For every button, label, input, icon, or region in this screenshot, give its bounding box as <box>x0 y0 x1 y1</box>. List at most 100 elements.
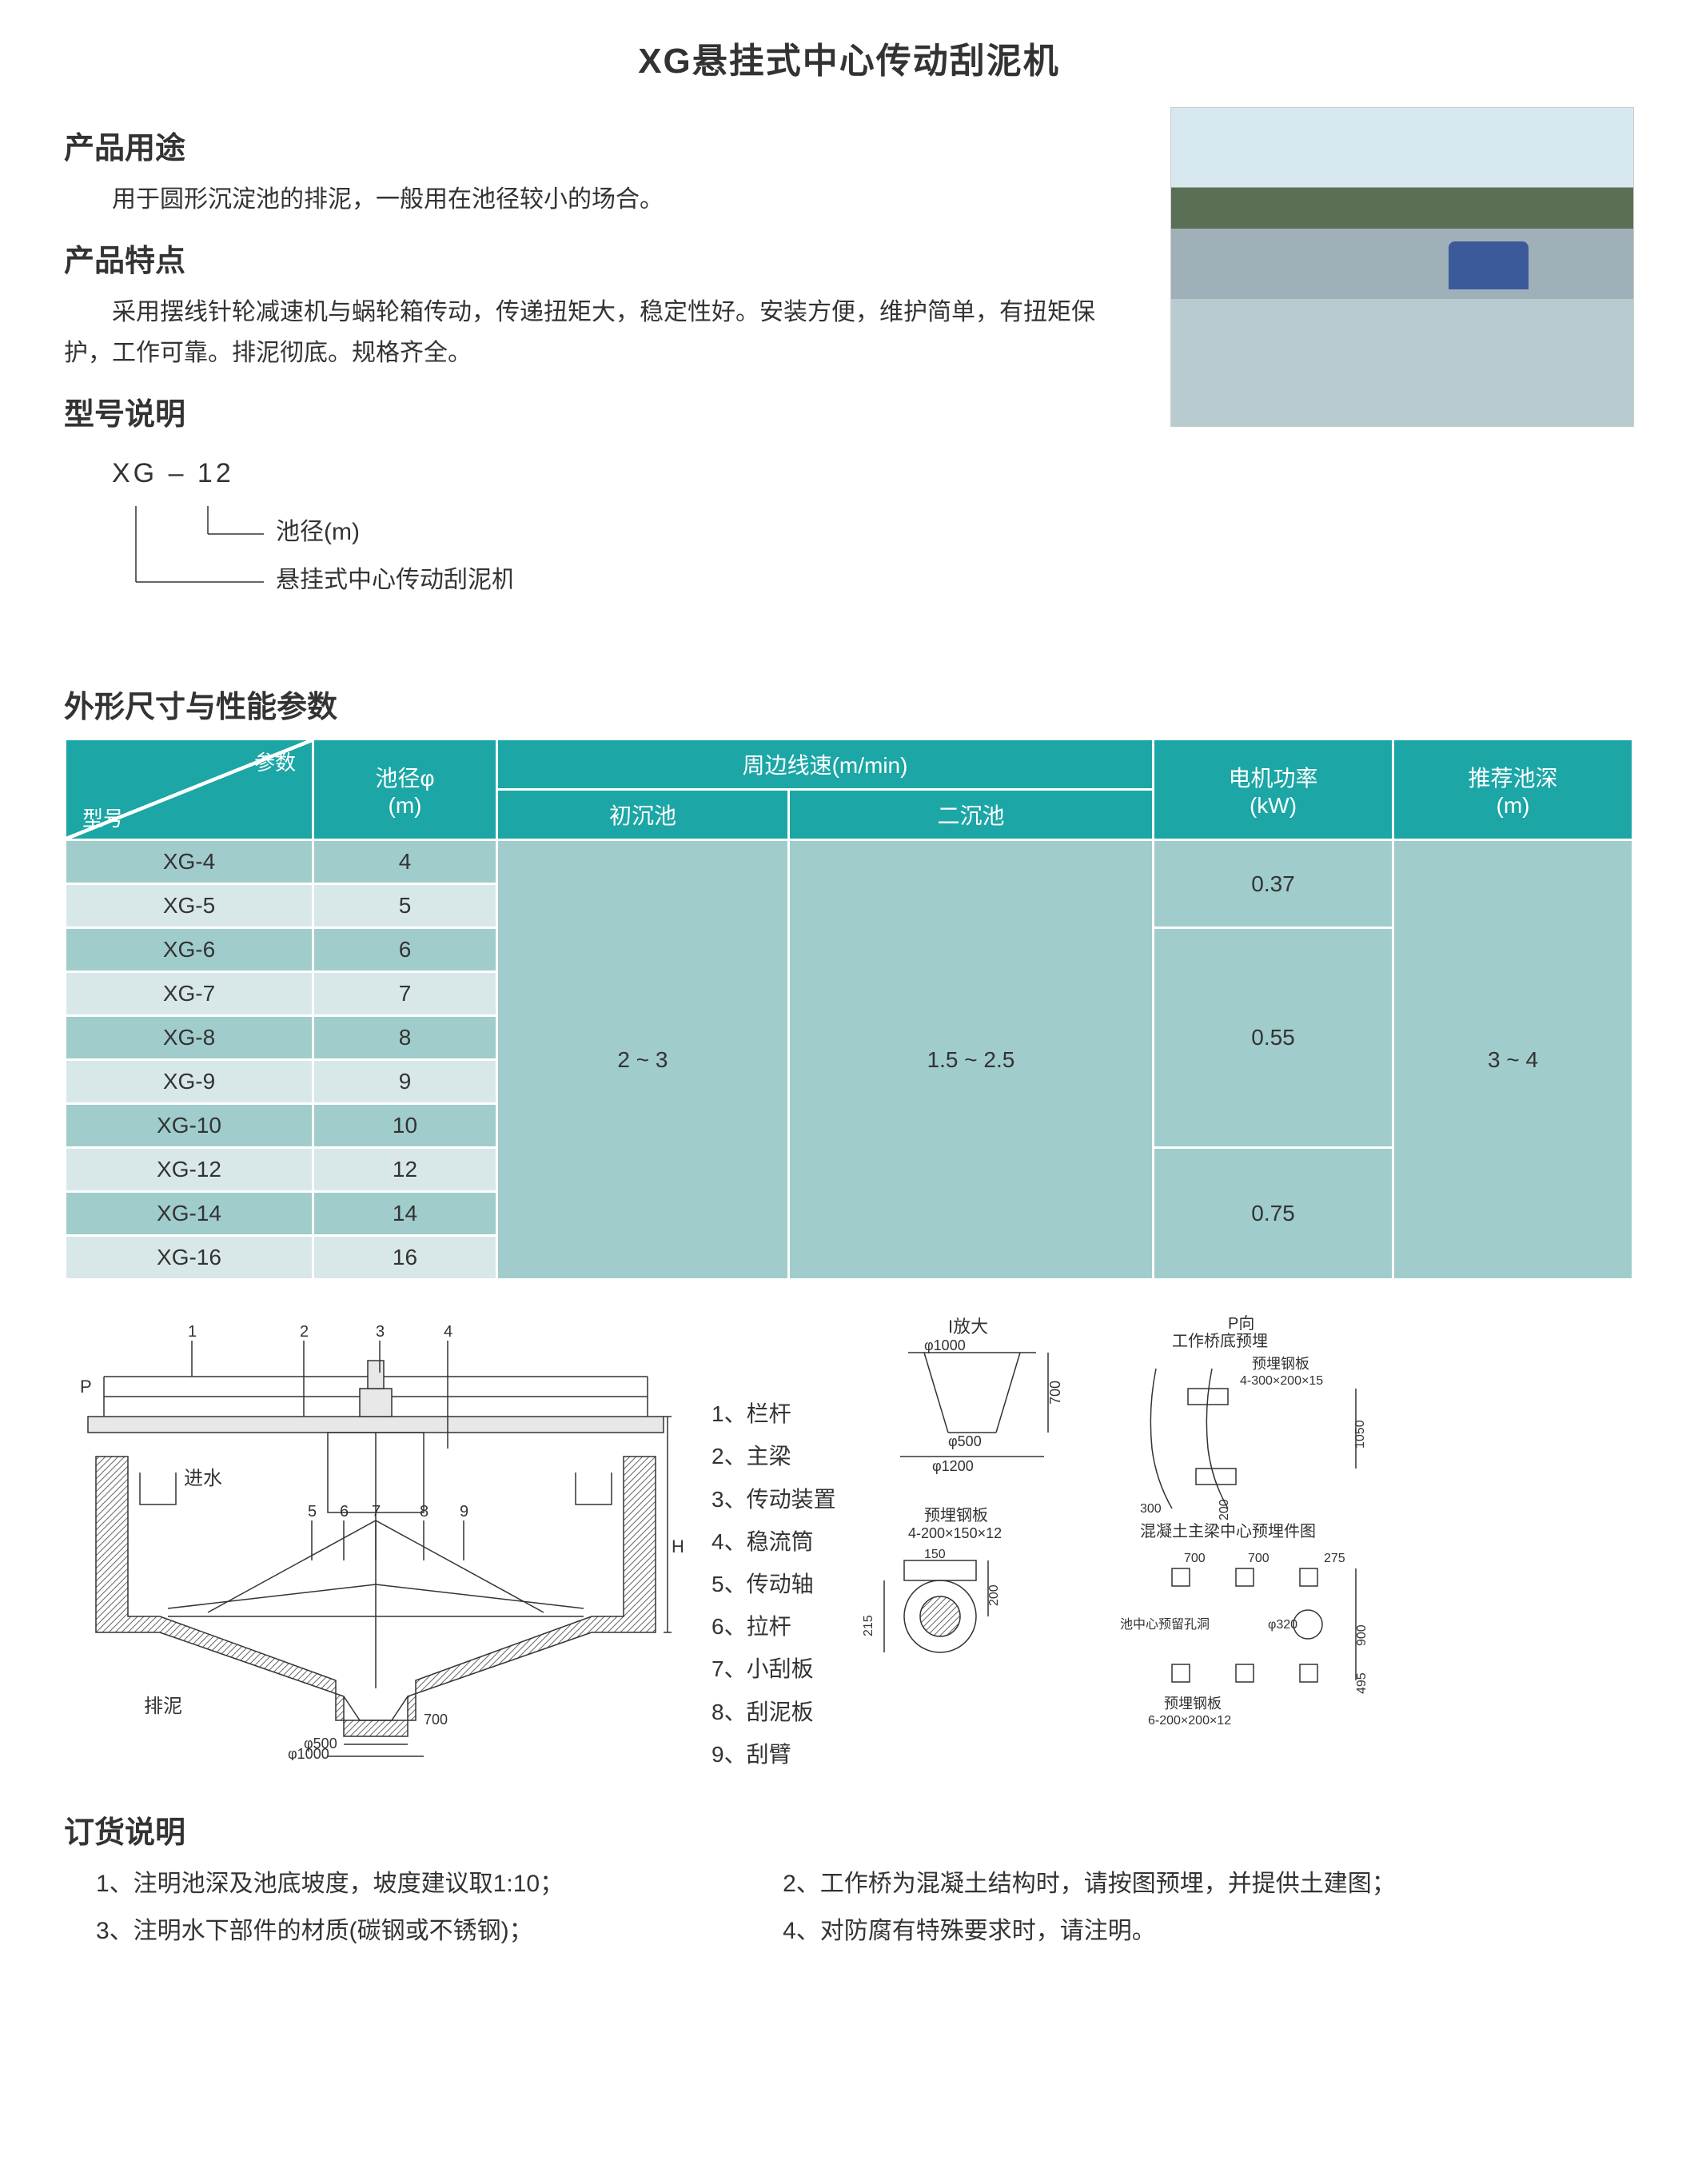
svg-text:1050: 1050 <box>1353 1420 1367 1449</box>
bridge-embed-drawing: P向 工作桥底预埋 预埋钢板 4-300×200×15 1050 300 200 <box>1108 1313 1396 1520</box>
product-photo <box>1170 107 1634 427</box>
table-row: XG-4 4 2 ~ 3 1.5 ~ 2.5 0.37 3 ~ 4 <box>66 840 1633 884</box>
svg-text:200: 200 <box>987 1584 1001 1606</box>
main-cross-section-drawing: 1 2 3 4 5 6 7 8 9 进水 排泥 P H φ500 φ1000 φ… <box>64 1313 688 1760</box>
features-text: 采用摆线针轮减速机与蜗轮箱传动，传递扭矩大，稳定性好。安装方便，维护简单，有扭矩… <box>64 292 1138 373</box>
features-heading: 产品特点 <box>64 236 1138 280</box>
svg-text:4-300×200×15: 4-300×200×15 <box>1240 1374 1323 1388</box>
svg-text:池中心预留孔洞: 池中心预留孔洞 <box>1120 1617 1210 1632</box>
svg-text:215: 215 <box>862 1615 875 1636</box>
svg-text:预埋钢板: 预埋钢板 <box>1164 1696 1222 1712</box>
concrete-beam-drawing: 混凝土主梁中心预埋件图 700 700 275 池中心预留孔洞 φ320 900… <box>1108 1520 1396 1728</box>
part-item: 4、稳流筒 <box>711 1520 836 1563</box>
th-primary: 初沉池 <box>497 790 789 840</box>
top-section: 产品用途 用于圆形沉淀池的排泥，一般用在池径较小的场合。 产品特点 采用摆线针轮… <box>64 107 1634 650</box>
svg-text:H: H <box>672 1536 684 1556</box>
order-notes-list: 1、注明池深及池底坡度，坡度建议取1:10； 2、工作桥为混凝土结构时，请按图预… <box>64 1863 1634 1946</box>
svg-text:1: 1 <box>188 1323 197 1341</box>
model-code: XG – 12 <box>112 449 1138 498</box>
svg-text:7: 7 <box>372 1503 381 1520</box>
part-item: 8、刮泥板 <box>711 1691 836 1733</box>
svg-text:I放大: I放大 <box>948 1317 988 1337</box>
svg-text:3: 3 <box>376 1323 385 1341</box>
svg-text:φ500: φ500 <box>948 1433 982 1449</box>
part-item: 6、拉杆 <box>711 1605 836 1648</box>
detail-drawings: I放大 φ1000 φ500 φ1200 700 预埋钢板 4-200×150×… <box>860 1313 1084 1680</box>
svg-text:工作桥底预埋: 工作桥底预埋 <box>1172 1332 1268 1350</box>
svg-text:4-200×150×12: 4-200×150×12 <box>908 1525 1002 1541</box>
photo-column <box>1170 107 1634 650</box>
model-explanation-diagram: XG – 12 池径(m) 悬挂式中心传动刮泥机 <box>112 449 1138 618</box>
usage-heading: 产品用途 <box>64 123 1138 167</box>
merged-power1: 0.37 <box>1154 840 1393 928</box>
order-heading: 订货说明 <box>64 1807 1634 1851</box>
svg-text:5: 5 <box>308 1503 317 1520</box>
svg-text:900: 900 <box>1355 1624 1369 1646</box>
part-item: 2、主梁 <box>711 1435 836 1477</box>
svg-text:φ1000: φ1000 <box>288 1746 329 1760</box>
merged-depth: 3 ~ 4 <box>1393 840 1633 1280</box>
svg-text:2: 2 <box>300 1323 309 1341</box>
svg-text:9: 9 <box>460 1503 468 1520</box>
svg-text:700: 700 <box>1248 1552 1270 1565</box>
svg-text:275: 275 <box>1324 1552 1345 1565</box>
order-note-item: 2、工作桥为混凝土结构时，请按图预埋，并提供土建图； <box>783 1863 1634 1899</box>
svg-text:P向: P向 <box>1228 1314 1254 1333</box>
svg-text:150: 150 <box>924 1548 946 1561</box>
svg-text:700: 700 <box>1184 1552 1206 1565</box>
model-line1: 池径(m) <box>276 519 360 545</box>
th-power: 电机功率 (kW) <box>1154 739 1393 840</box>
part-item: 1、栏杆 <box>711 1393 836 1435</box>
svg-text:排泥: 排泥 <box>144 1696 182 1717</box>
model-line2: 悬挂式中心传动刮泥机 <box>276 567 512 593</box>
embed-plate-drawing: 预埋钢板 4-200×150×12 150 215 200 <box>860 1504 1084 1680</box>
page-title: XG悬挂式中心传动刮泥机 <box>64 32 1634 83</box>
svg-text:200: 200 <box>1218 1499 1231 1520</box>
order-notes-section: 订货说明 1、注明池深及池底坡度，坡度建议取1:10； 2、工作桥为混凝土结构时… <box>64 1807 1634 1946</box>
svg-text:300: 300 <box>1140 1502 1162 1516</box>
svg-text:4: 4 <box>444 1323 452 1341</box>
svg-text:495: 495 <box>1355 1672 1369 1694</box>
svg-text:预埋钢板: 预埋钢板 <box>924 1506 988 1524</box>
table-header-diagonal: 参数 型号 <box>66 739 313 840</box>
th-depth: 推荐池深 (m) <box>1393 739 1633 840</box>
svg-text:φ1200: φ1200 <box>932 1458 974 1474</box>
svg-text:预埋钢板: 预埋钢板 <box>1252 1356 1309 1372</box>
merged-power2: 0.55 <box>1154 928 1393 1148</box>
merged-primary-speed: 2 ~ 3 <box>497 840 789 1280</box>
order-note-item: 3、注明水下部件的材质(碳钢或不锈钢)； <box>96 1911 751 1946</box>
model-bracket-svg: 池径(m) 悬挂式中心传动刮泥机 <box>112 506 512 618</box>
order-note-item: 4、对防腐有特殊要求时，请注明。 <box>783 1911 1634 1946</box>
usage-text: 用于圆形沉淀池的排泥，一般用在池径较小的场合。 <box>64 179 1138 220</box>
part-item: 5、传动轴 <box>711 1563 836 1605</box>
order-note-item: 1、注明池深及池底坡度，坡度建议取1:10； <box>96 1863 751 1899</box>
model-heading: 型号说明 <box>64 389 1138 433</box>
svg-text:700: 700 <box>424 1712 448 1728</box>
th-secondary: 二沉池 <box>788 790 1153 840</box>
svg-text:混凝土主梁中心预埋件图: 混凝土主梁中心预埋件图 <box>1140 1522 1316 1540</box>
enlargement-drawing: I放大 φ1000 φ500 φ1200 700 <box>860 1313 1084 1489</box>
svg-text:6-200×200×12: 6-200×200×12 <box>1148 1714 1231 1728</box>
svg-text:φ320: φ320 <box>1268 1618 1297 1632</box>
part-item: 3、传动装置 <box>711 1478 836 1520</box>
spec-table: 参数 型号 池径φ (m) 周边线速(m/min) 电机功率 (kW) 推荐池深… <box>64 738 1634 1281</box>
svg-text:700: 700 <box>1047 1381 1063 1405</box>
side-drawings: P向 工作桥底预埋 预埋钢板 4-300×200×15 1050 300 200… <box>1108 1313 1396 1728</box>
merged-power3: 0.75 <box>1154 1148 1393 1280</box>
diagram-section: 1 2 3 4 5 6 7 8 9 进水 排泥 P H φ500 φ1000 φ… <box>64 1313 1634 1775</box>
svg-text:P: P <box>80 1377 92 1397</box>
th-speed: 周边线速(m/min) <box>497 739 1154 790</box>
text-column: 产品用途 用于圆形沉淀池的排泥，一般用在池径较小的场合。 产品特点 采用摆线针轮… <box>64 107 1138 650</box>
svg-text:进水: 进水 <box>184 1468 222 1489</box>
spec-heading: 外形尺寸与性能参数 <box>64 682 1634 726</box>
svg-text:6: 6 <box>340 1503 349 1520</box>
parts-list: 1、栏杆 2、主梁 3、传动装置 4、稳流筒 5、传动轴 6、拉杆 7、小刮板 … <box>711 1313 836 1775</box>
svg-text:8: 8 <box>420 1503 428 1520</box>
th-diameter: 池径φ (m) <box>313 739 497 840</box>
th-model: 型号 <box>82 803 124 832</box>
part-item: 9、刮臂 <box>711 1733 836 1775</box>
svg-text:φ1000: φ1000 <box>924 1337 966 1353</box>
merged-secondary-speed: 1.5 ~ 2.5 <box>788 840 1153 1280</box>
th-param: 参数 <box>254 747 296 776</box>
part-item: 7、小刮板 <box>711 1648 836 1690</box>
